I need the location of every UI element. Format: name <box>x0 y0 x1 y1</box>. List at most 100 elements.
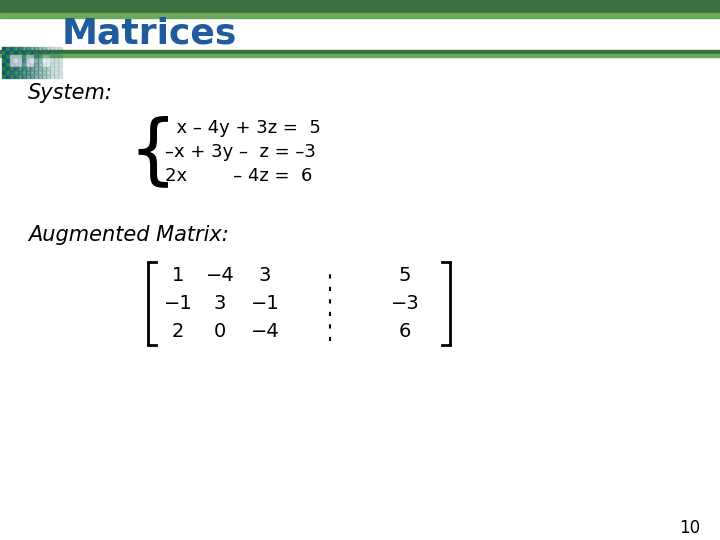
Text: −1: −1 <box>163 294 192 313</box>
Bar <box>2 66 6 70</box>
Text: 1: 1 <box>172 266 184 285</box>
Bar <box>6 46 9 50</box>
Bar <box>22 51 25 54</box>
Bar <box>38 55 42 58</box>
Bar <box>18 71 22 74</box>
Bar <box>14 71 17 74</box>
Bar <box>50 66 53 70</box>
Bar <box>22 75 25 78</box>
Bar <box>18 75 22 78</box>
Bar <box>2 55 6 58</box>
Bar <box>10 46 14 50</box>
Bar <box>30 55 34 58</box>
Bar <box>6 75 9 78</box>
Bar <box>18 46 22 50</box>
Bar <box>18 55 22 58</box>
Bar <box>10 71 14 74</box>
Bar <box>10 66 14 70</box>
Bar <box>58 46 61 50</box>
Bar <box>42 55 45 58</box>
Bar <box>46 66 50 70</box>
Bar <box>58 63 61 66</box>
Bar <box>6 55 9 58</box>
Bar <box>18 63 22 66</box>
Bar <box>46 51 50 54</box>
Bar <box>50 75 53 78</box>
Text: 10: 10 <box>679 519 700 537</box>
Bar <box>0 13 720 18</box>
Bar <box>50 58 53 62</box>
Text: x – 4y + 3z =  5: x – 4y + 3z = 5 <box>165 119 321 137</box>
Bar <box>18 51 22 54</box>
Bar <box>2 63 6 66</box>
Bar <box>42 66 45 70</box>
Bar <box>42 71 45 74</box>
Bar <box>26 71 30 74</box>
Bar <box>54 75 58 78</box>
Bar <box>2 51 6 54</box>
Bar <box>46 55 50 58</box>
Bar <box>10 51 14 54</box>
Bar <box>54 51 58 54</box>
Bar <box>34 75 37 78</box>
Bar <box>14 63 17 66</box>
Bar <box>42 51 45 54</box>
Bar <box>50 71 53 74</box>
Text: $\{$: $\{$ <box>127 114 168 190</box>
Bar <box>26 58 30 62</box>
Bar <box>26 55 30 58</box>
Bar <box>26 46 30 50</box>
Bar <box>58 58 61 62</box>
Bar <box>50 51 53 54</box>
Bar <box>34 58 37 62</box>
Text: −4: −4 <box>251 322 279 341</box>
Text: −4: −4 <box>206 266 235 285</box>
Bar <box>54 46 58 50</box>
Bar <box>54 55 58 58</box>
Bar <box>54 66 58 70</box>
Bar <box>42 46 45 50</box>
Text: Matrices: Matrices <box>62 17 238 51</box>
Bar <box>34 66 37 70</box>
Bar <box>38 71 42 74</box>
Bar <box>46 46 50 50</box>
Bar <box>30 51 34 54</box>
Bar <box>38 51 42 54</box>
Bar <box>34 55 37 58</box>
Bar <box>50 63 53 66</box>
Bar <box>6 58 9 62</box>
Text: −1: −1 <box>251 294 279 313</box>
Bar <box>54 71 58 74</box>
Text: 0: 0 <box>214 322 226 341</box>
Bar <box>0 50 720 53</box>
Bar <box>22 46 25 50</box>
Text: 6: 6 <box>399 322 411 341</box>
Bar <box>34 46 37 50</box>
Bar <box>26 51 30 54</box>
Text: 2: 2 <box>172 322 184 341</box>
Bar <box>46 71 50 74</box>
Bar <box>14 75 17 78</box>
Bar <box>26 75 30 78</box>
Bar <box>34 71 37 74</box>
Bar <box>38 66 42 70</box>
Bar <box>42 63 45 66</box>
Bar <box>30 71 34 74</box>
Bar <box>58 66 61 70</box>
Bar <box>42 58 45 62</box>
Text: 3: 3 <box>258 266 271 285</box>
Bar <box>6 71 9 74</box>
Text: 3: 3 <box>214 294 226 313</box>
Bar <box>6 51 9 54</box>
Text: Augmented Matrix:: Augmented Matrix: <box>28 225 229 245</box>
Text: –x + 3y –  z = –3: –x + 3y – z = –3 <box>165 143 316 161</box>
Bar <box>0 0 720 13</box>
Bar <box>34 63 37 66</box>
Bar <box>54 63 58 66</box>
Bar <box>14 46 17 50</box>
Bar <box>14 55 17 58</box>
Bar <box>38 58 42 62</box>
Bar <box>22 55 25 58</box>
Bar <box>30 58 34 62</box>
Bar <box>26 66 30 70</box>
